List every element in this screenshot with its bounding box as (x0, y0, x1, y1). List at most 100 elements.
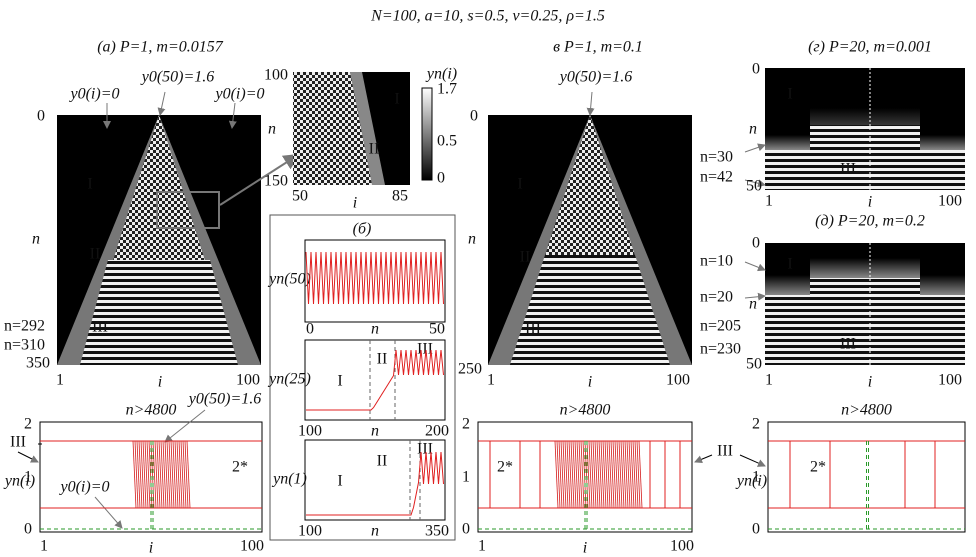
annotation: y0(50)=1.6 (187, 391, 262, 408)
trace (634, 440, 639, 509)
panel-label: (б) (353, 221, 372, 238)
x-tick-label: 85 (392, 188, 408, 205)
axis-label: n (749, 296, 757, 313)
trace (176, 440, 181, 509)
marker: n=20 (700, 289, 733, 306)
region-label: II (90, 246, 101, 263)
trace (632, 440, 637, 509)
trace (558, 440, 563, 509)
y-tick-label: 50 (746, 356, 762, 373)
x-tick-label: 100 (938, 372, 962, 389)
trace (168, 440, 173, 509)
trace (592, 440, 597, 509)
y-tick-label: 50 (746, 178, 762, 195)
x-tick-label: 50 (292, 188, 308, 205)
x-tick-label: 50 (429, 321, 445, 338)
trace (580, 440, 585, 509)
y-tick-label: 100 (264, 67, 288, 84)
trace (132, 440, 137, 509)
trace (134, 440, 139, 509)
x-tick-label: 100 (240, 538, 264, 555)
trace (618, 440, 623, 509)
trace (172, 440, 177, 509)
trace (582, 440, 587, 509)
trace (604, 440, 609, 509)
trace (560, 440, 565, 509)
trace (554, 440, 559, 509)
trace (144, 440, 149, 509)
region-label: II (377, 351, 388, 368)
plot-header: n>4800 (841, 402, 892, 419)
axis-label: i (149, 540, 153, 557)
y-tick-label: 0 (752, 61, 760, 78)
trace (630, 440, 635, 509)
trace (160, 440, 165, 509)
region-label: II (520, 249, 531, 266)
trace (570, 440, 575, 509)
trace (166, 440, 171, 509)
trace (140, 440, 145, 509)
region-label: III (717, 443, 733, 460)
annotation: y0(50)=1.6 (140, 69, 215, 86)
y-tick-label: 350 (26, 355, 50, 372)
trace (588, 440, 593, 509)
trace (146, 440, 151, 509)
trace (556, 440, 561, 509)
axis-label: i (583, 540, 587, 557)
x-tick-label: 1 (56, 372, 64, 389)
colorbar-label: yn(i) (425, 66, 457, 83)
trace (306, 451, 444, 516)
trace (154, 440, 159, 509)
trace (638, 440, 643, 509)
x-tick-label: 1 (478, 538, 486, 555)
y-tick-label: 2 (752, 416, 760, 433)
trace (164, 440, 169, 509)
trace (610, 440, 615, 509)
trace (150, 440, 155, 509)
y-tick-label: 0 (470, 108, 478, 125)
trace (174, 440, 179, 509)
marker: n=205 (700, 318, 741, 335)
trace (616, 440, 621, 509)
region-label: II (377, 453, 388, 470)
annotation: y0(i)=0 (214, 86, 265, 103)
panel-label: (г) P=20, m=0.001 (808, 39, 932, 56)
trace (568, 440, 573, 509)
region-label: I (337, 473, 342, 490)
axis-label: yn(i) (3, 473, 35, 490)
trace (574, 440, 579, 509)
axis-label: i (353, 195, 357, 212)
marker: n=292 (4, 318, 45, 335)
trace (622, 440, 627, 509)
axis-label: yn(1) (271, 471, 307, 488)
trace (620, 440, 625, 509)
axis-label: n (371, 321, 379, 338)
y-tick-label: 1 (24, 469, 32, 486)
trace (606, 440, 611, 509)
panel-label: в P=1, m=0.1 (553, 39, 643, 56)
trace (612, 440, 617, 509)
trace (636, 440, 641, 509)
trace (600, 440, 605, 509)
x-tick-label: 100 (938, 193, 962, 210)
annotation: y0(i)=0 (69, 86, 120, 103)
colorbar-tick: 0.5 (437, 133, 457, 150)
axis-label: i (588, 374, 592, 391)
x-tick-label: 100 (298, 423, 322, 440)
trace (576, 440, 581, 509)
regime-label: 2* (810, 459, 826, 476)
x-tick-label: 100 (236, 372, 260, 389)
region-label: III (840, 161, 856, 178)
trace (142, 440, 147, 509)
annotation: y0(50)=1.6 (558, 69, 633, 86)
marker: n=310 (4, 337, 45, 354)
trace (572, 440, 577, 509)
region-label: I (787, 256, 792, 273)
marker: n=230 (700, 341, 741, 358)
trace (186, 440, 191, 509)
y-tick-label: 0 (24, 521, 32, 538)
trace (628, 440, 633, 509)
trace (152, 440, 157, 509)
axis-label: n (371, 523, 379, 540)
